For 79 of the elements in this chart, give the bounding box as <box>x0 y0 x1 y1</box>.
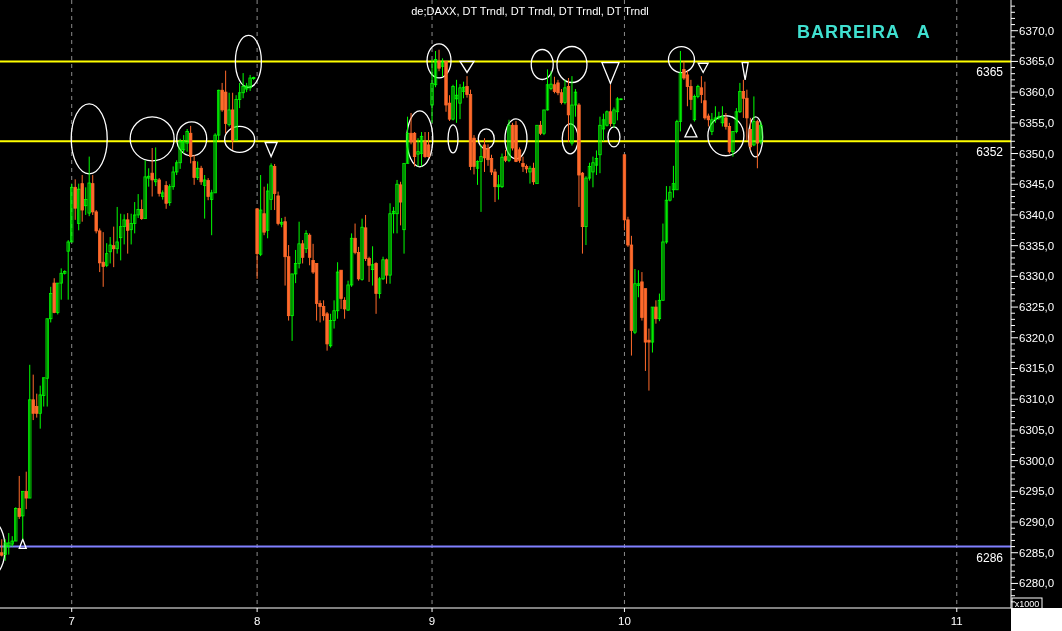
candlestick <box>227 92 231 128</box>
candlestick <box>451 84 455 121</box>
candlestick <box>150 147 154 198</box>
candlestick <box>300 239 305 264</box>
candlestick <box>720 105 725 128</box>
candlestick <box>570 75 574 147</box>
candlestick <box>654 299 658 325</box>
candlestick <box>185 128 189 153</box>
candlestick <box>112 226 116 268</box>
x-tick-label: 10 <box>618 615 631 627</box>
candlestick <box>304 229 308 254</box>
ref-line-label: 6286 <box>976 550 1004 565</box>
candlestick <box>126 212 130 255</box>
y-tick-label: 6295,0 <box>1019 485 1055 498</box>
candlestick <box>388 202 392 285</box>
y-tick-label: 6330,0 <box>1019 270 1055 283</box>
y-tick-label: 6345,0 <box>1019 178 1055 191</box>
y-tick-label: 6370,0 <box>1019 24 1055 37</box>
x-tick-label: 11 <box>950 615 963 627</box>
candlestick <box>650 306 655 354</box>
candlestick <box>608 84 613 128</box>
text: x1000 <box>1014 599 1040 609</box>
candlestick <box>157 177 161 198</box>
candlestick <box>206 177 210 201</box>
y-tick-label: 6315,0 <box>1019 362 1055 375</box>
y-tick-label: 6300,0 <box>1019 454 1055 467</box>
y-tick-label: 6280,0 <box>1019 577 1055 590</box>
y-tick-label: 6310,0 <box>1019 393 1055 406</box>
candlestick <box>598 116 602 174</box>
candlestick <box>77 183 81 231</box>
candlestick <box>752 95 756 147</box>
candlestick <box>35 393 39 419</box>
y-tick-label: 6285,0 <box>1019 546 1055 559</box>
candlestick <box>108 236 112 264</box>
candlestick <box>154 146 158 187</box>
candlestick <box>87 156 91 217</box>
ref-line-label: 6365 <box>976 65 1004 80</box>
y-tick-label: 6305,0 <box>1019 423 1055 436</box>
candlestick <box>423 131 427 159</box>
ref-line-label: 6352 <box>976 145 1004 160</box>
candlestick <box>101 231 105 288</box>
y-tick-label: 6355,0 <box>1019 116 1055 129</box>
candlestick <box>199 165 203 186</box>
y-tick-label: 6350,0 <box>1019 147 1055 160</box>
candlestick <box>482 137 487 173</box>
x-tick-label: 8 <box>253 615 261 627</box>
candlestick <box>479 144 483 213</box>
y-tick-label: 6365,0 <box>1019 55 1055 68</box>
y-tick-label: 6290,0 <box>1019 516 1055 529</box>
candlestick <box>395 179 399 234</box>
candlestick <box>759 121 763 145</box>
candlestick <box>143 159 147 220</box>
y-tick-label: 6340,0 <box>1019 208 1055 221</box>
y-tick-label: 6360,0 <box>1019 86 1055 99</box>
candlestick <box>633 268 637 335</box>
candlestick <box>454 79 459 124</box>
candlestick <box>140 199 144 221</box>
candlestick <box>398 181 403 226</box>
x-tick-label: 7 <box>68 615 75 627</box>
candlestick <box>31 374 35 421</box>
candlestick <box>195 161 200 181</box>
candlestick <box>84 186 88 216</box>
candlestick <box>262 186 266 236</box>
candlestick <box>440 57 445 78</box>
candlestick <box>419 131 424 167</box>
annotation: BARREIRA A <box>797 22 931 42</box>
candlestick <box>535 124 539 185</box>
candlestick <box>17 475 21 520</box>
candlestick <box>426 131 431 159</box>
chart-title: de;DAXX, DT Trndl, DT Trndl, DT Trndl, DT Trndl <box>411 5 649 17</box>
candlestick <box>73 178 77 221</box>
x-tick-label: 9 <box>428 615 436 627</box>
y-tick-label: 6335,0 <box>1019 239 1055 252</box>
y-tick-label: 6320,0 <box>1019 331 1055 344</box>
candlestick <box>21 490 25 540</box>
y-tick-label: 6325,0 <box>1019 301 1055 314</box>
candlestick <box>563 79 567 105</box>
candlestick <box>437 49 441 72</box>
candlestick <box>24 471 28 510</box>
